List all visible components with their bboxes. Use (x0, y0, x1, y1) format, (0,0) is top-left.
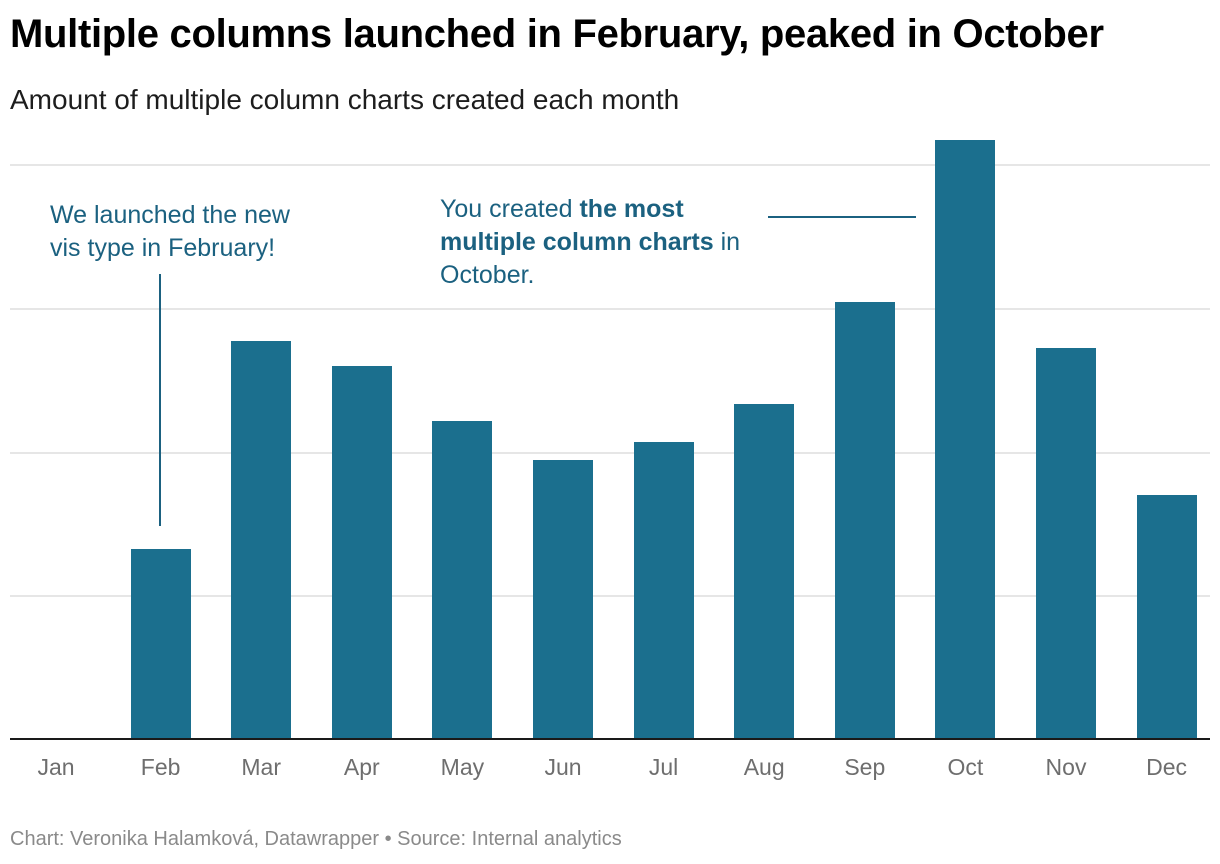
gridline (10, 452, 1210, 454)
bar-dec (1136, 495, 1197, 738)
annotation-oct-text: in (713, 228, 741, 256)
annotation-oct-bold: the most (579, 195, 684, 223)
x-label-feb: Feb (140, 754, 181, 780)
annotation-oct-text: You created (440, 195, 580, 223)
x-label-apr: Apr (343, 754, 380, 780)
annotation-connector-oct (768, 216, 916, 218)
x-label-mar: Mar (241, 754, 281, 780)
x-label-nov: Nov (1045, 754, 1087, 780)
annotation-feb-line1: We launched the new (50, 201, 290, 229)
x-label-jan: Jan (37, 754, 75, 780)
annotation-oct: You created the most multiple column cha… (440, 193, 740, 292)
annotation-connector-feb (159, 274, 161, 526)
annotation-oct-line3: October. (440, 261, 535, 289)
gridline (10, 595, 1210, 597)
gridline (10, 308, 1210, 310)
bar-nov (1036, 348, 1096, 738)
annotation-feb: We launched the new vis type in February… (50, 199, 290, 265)
bar-apr (331, 366, 392, 738)
bar-jun (533, 460, 593, 738)
x-axis-baseline (10, 738, 1210, 740)
bar-feb (130, 549, 191, 738)
gridline (10, 164, 1210, 166)
x-label-oct: Oct (947, 754, 984, 780)
annotation-oct-bold: multiple column charts (440, 228, 714, 256)
bar-jul (633, 442, 694, 738)
x-label-jul: Jul (648, 754, 679, 780)
x-label-aug: Aug (743, 754, 785, 780)
chart-subtitle: Amount of multiple column charts created… (10, 84, 680, 115)
chart-title: Multiple columns launched in February, p… (10, 12, 1104, 56)
bar-mar (231, 341, 292, 738)
bar-may (432, 421, 493, 738)
annotation-feb-line2: vis type in February! (50, 234, 276, 262)
x-label-may: May (440, 754, 485, 780)
bar-sep (834, 302, 895, 738)
x-label-jun: Jun (544, 754, 582, 780)
chart-footer-source: Chart: Veronika Halamková, Datawrapper •… (10, 828, 622, 850)
x-label-sep: Sep (844, 754, 886, 780)
bar-aug (734, 404, 795, 738)
bar-oct (935, 140, 996, 738)
x-label-dec: Dec (1146, 754, 1188, 780)
plot-area: Jan Feb Mar Apr May Jun Jul Aug Sep Oct Nov Dec (10, 0, 1210, 864)
